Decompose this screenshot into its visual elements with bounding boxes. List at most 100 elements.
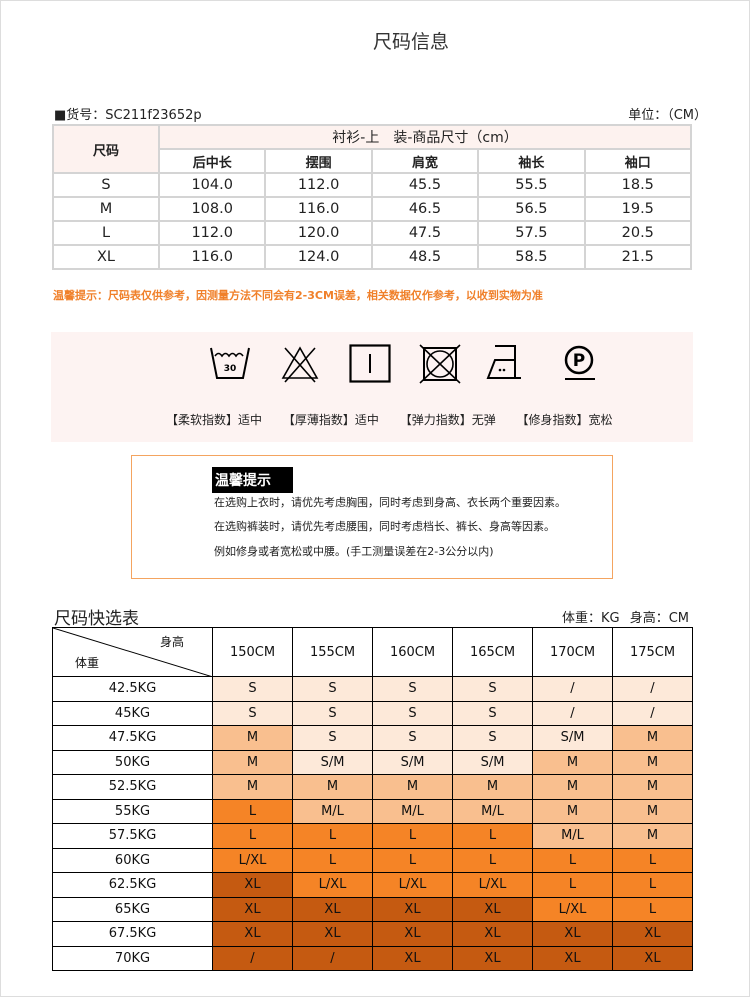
- size-header: 尺码: [52, 124, 160, 174]
- size-recommendation: XL: [292, 896, 373, 922]
- corner-weight-label: 体重: [75, 656, 100, 670]
- weight-row: 57.5KG L L L L M/L M: [52, 823, 693, 849]
- no-tumble-dry-icon: [419, 344, 461, 384]
- size-recommendation: M: [612, 725, 693, 751]
- size-recommendation: /: [212, 945, 293, 971]
- measure-cell: 19.5: [583, 196, 693, 222]
- weight-row: 62.5KG XL L/XL L/XL L/XL L L: [52, 872, 693, 898]
- size-recommendation: L: [292, 847, 373, 873]
- measure-cell: 112.0: [264, 172, 373, 198]
- weight-cell: 70KG: [52, 945, 213, 971]
- size-recommendation: M/L: [452, 798, 533, 824]
- size-recommendation: /: [292, 945, 373, 971]
- size-recommendation: S/M: [372, 749, 453, 775]
- tip-line: 在选购裤装时，请优先考虑腰围，同时考虑档长、裤长、身高等因素。: [214, 520, 555, 533]
- weight-row: 50KG M S/M S/M S/M M M: [52, 749, 693, 775]
- corner-cell: 身高 体重: [52, 627, 213, 677]
- measure-cell: 124.0: [264, 244, 373, 270]
- height-header: 155CM: [292, 627, 373, 677]
- size-recommendation: L: [532, 847, 613, 873]
- measure-cell: 56.5: [477, 196, 586, 222]
- weight-cell: 42.5KG: [52, 676, 213, 702]
- weight-cell: 50KG: [52, 749, 213, 775]
- fit-index: 【修身指数】宽松: [516, 413, 613, 427]
- size-recommendation: L: [372, 823, 453, 849]
- size-recommendation: S: [452, 676, 533, 702]
- size-recommendation: M: [212, 774, 293, 800]
- measure-cell: 112.0: [157, 220, 267, 246]
- size-recommendation: S/M: [532, 725, 613, 751]
- size-recommendation: S/M: [452, 749, 533, 775]
- size-recommendation: XL: [532, 921, 613, 947]
- size-recommendation: M: [612, 823, 693, 849]
- size-recommendation: S: [372, 725, 453, 751]
- drip-dry-icon: [349, 344, 391, 383]
- size-recommendation: XL: [612, 921, 693, 947]
- height-header: 150CM: [212, 627, 293, 677]
- weight-row: 52.5KG M M M M M M: [52, 774, 693, 800]
- care-panel: 30 P 【柔软指数】适中 【厚薄指数】适中 【弹力指数】无弹 【修身指数】宽松: [51, 332, 693, 442]
- svg-text:P: P: [573, 351, 585, 371]
- measure-cell: 21.5: [583, 244, 693, 270]
- unit-label: 单位：（CM）: [628, 108, 707, 123]
- size-recommendation: XL: [212, 896, 293, 922]
- size-recommendation: M: [292, 774, 373, 800]
- size-cell: S: [52, 172, 160, 198]
- size-recommendation: L/XL: [532, 896, 613, 922]
- size-recommendation: M: [212, 725, 293, 751]
- size-recommendation: M: [532, 774, 613, 800]
- no-bleach-icon: [281, 346, 319, 383]
- size-recommendation: XL: [372, 945, 453, 971]
- size-cell: L: [52, 220, 160, 246]
- size-recommendation: XL: [532, 945, 613, 971]
- size-row: XL 116.0 124.0 48.5 58.5 21.5: [52, 244, 693, 270]
- measure-cell: 116.0: [264, 196, 373, 222]
- column-header: 袖长: [477, 148, 586, 174]
- weight-cell: 47.5KG: [52, 725, 213, 751]
- dry-clean-p-icon: P: [564, 345, 595, 380]
- wash-30-icon: 30: [210, 347, 250, 379]
- size-warning: 温馨提示：尺码表仅供参考，因测量方法不同会有2-3CM误差，相关数据仅作参考，以…: [53, 289, 543, 302]
- size-recommendation: L: [372, 847, 453, 873]
- tips-title: 温馨提示: [212, 467, 293, 493]
- size-recommendation: S: [212, 676, 293, 702]
- size-cell: M: [52, 196, 160, 222]
- measure-cell: 48.5: [370, 244, 480, 270]
- size-recommendation: L/XL: [372, 872, 453, 898]
- measure-cell: 57.5: [477, 220, 586, 246]
- size-recommendation: S: [292, 700, 373, 726]
- size-recommendation: L/XL: [292, 872, 373, 898]
- size-recommendation: XL: [452, 896, 533, 922]
- iron-medium-icon: [486, 345, 521, 379]
- weight-row: 45KG S S S S / /: [52, 700, 693, 726]
- weight-cell: 52.5KG: [52, 774, 213, 800]
- weight-cell: 55KG: [52, 798, 213, 824]
- size-recommendation: M: [612, 774, 693, 800]
- size-recommendation: M/L: [372, 798, 453, 824]
- measure-cell: 20.5: [583, 220, 693, 246]
- size-recommendation: L: [212, 823, 293, 849]
- size-recommendation: L/XL: [212, 847, 293, 873]
- weight-cell: 57.5KG: [52, 823, 213, 849]
- size-recommendation: M/L: [532, 823, 613, 849]
- size-recommendation: XL: [612, 945, 693, 971]
- size-recommendation: M: [532, 749, 613, 775]
- measure-cell: 108.0: [157, 196, 267, 222]
- article-number: ■货号：SC211f23652p: [54, 108, 202, 123]
- measure-cell: 18.5: [583, 172, 693, 198]
- size-recommendation: S: [292, 725, 373, 751]
- size-table-caption: 衬衫-上 装-商品尺寸（cm）: [158, 124, 692, 150]
- height-header: 175CM: [612, 627, 693, 677]
- column-header: 摆围: [264, 148, 373, 174]
- weight-row: 47.5KG M S S S S/M M: [52, 725, 693, 751]
- weight-row: 70KG / / XL XL XL XL: [52, 945, 693, 971]
- size-recommendation: M: [612, 798, 693, 824]
- size-row: S 104.0 112.0 45.5 55.5 18.5: [52, 172, 693, 198]
- size-recommendation: M: [612, 749, 693, 775]
- measure-cell: 120.0: [264, 220, 373, 246]
- size-recommendation: M: [372, 774, 453, 800]
- size-row: M 108.0 116.0 46.5 56.5 19.5: [52, 196, 693, 222]
- size-cell: XL: [52, 244, 160, 270]
- height-header: 165CM: [452, 627, 533, 677]
- elasticity-index: 【弹力指数】无弹: [399, 413, 496, 427]
